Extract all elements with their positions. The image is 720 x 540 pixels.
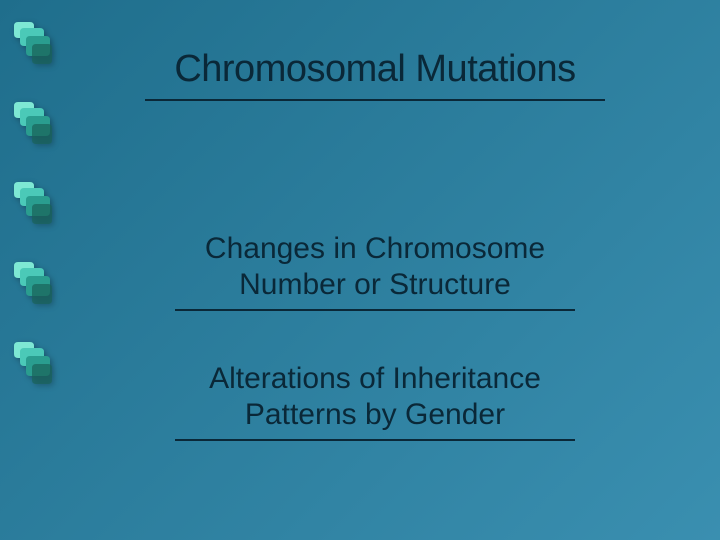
ribbon-decoration: [12, 180, 52, 226]
ribbon-decoration: [12, 20, 52, 66]
subtitle-line1: Changes in Chromosome: [205, 232, 545, 265]
subtitle-line2: Number or Structure: [239, 268, 511, 301]
subtitle-underline: [175, 309, 575, 311]
slide-tertiary: Alterations of Inheritance Patterns by G…: [209, 361, 541, 433]
ribbon-icon: [12, 20, 52, 66]
slide-title: Chromosomal Mutations: [174, 48, 575, 91]
ribbon-decoration: [12, 100, 52, 146]
slide-subtitle: Changes in Chromosome Number or Structur…: [205, 231, 545, 303]
ribbon-decoration: [12, 260, 52, 306]
ribbon-icon: [12, 260, 52, 306]
sidebar-ribbons: [0, 0, 70, 540]
ribbon-icon: [12, 340, 52, 386]
ribbon-icon: [12, 100, 52, 146]
tertiary-line2: Patterns by Gender: [245, 398, 505, 431]
tertiary-underline: [175, 439, 575, 441]
content-area: Chromosomal Mutations Changes in Chromos…: [70, 0, 720, 540]
slide: Chromosomal Mutations Changes in Chromos…: [0, 0, 720, 540]
ribbon-decoration: [12, 340, 52, 386]
tertiary-line1: Alterations of Inheritance: [209, 362, 541, 395]
ribbon-icon: [12, 180, 52, 226]
title-underline: [145, 99, 605, 101]
